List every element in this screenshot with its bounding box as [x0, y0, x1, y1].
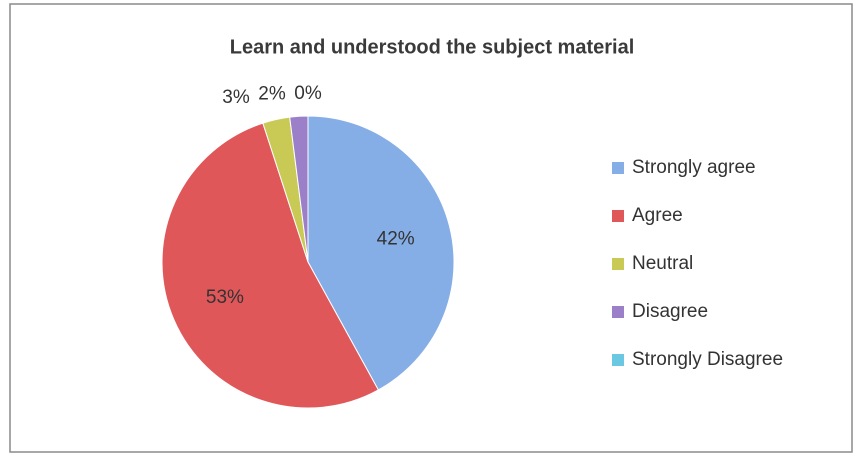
legend-label: Strongly Disagree [632, 349, 783, 370]
pie-slice [307, 115, 455, 391]
legend-swatch [612, 258, 624, 270]
legend-label: Neutral [632, 253, 693, 274]
data-label: 42% [377, 229, 415, 250]
pie-slice [161, 122, 380, 409]
legend-swatch [612, 354, 624, 366]
legend-label: Strongly agree [632, 157, 756, 178]
legend-swatch [612, 162, 624, 174]
legend-swatch [612, 306, 624, 318]
data-label: 0% [294, 83, 322, 104]
legend-swatch [612, 210, 624, 222]
legend-label: Disagree [632, 301, 708, 322]
chart-title: Learn and understood the subject materia… [230, 36, 635, 58]
data-label: 53% [206, 287, 244, 308]
legend-label: Agree [632, 205, 683, 226]
data-label: 2% [258, 83, 286, 104]
data-label: 3% [222, 87, 250, 108]
